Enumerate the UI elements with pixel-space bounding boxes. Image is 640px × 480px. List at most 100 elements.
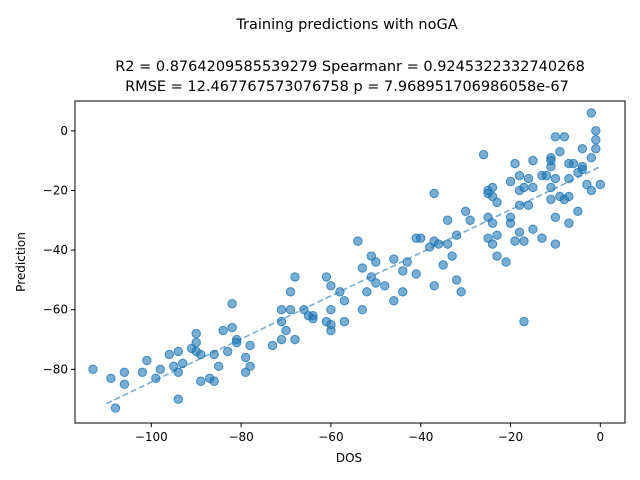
data-point bbox=[326, 281, 336, 291]
data-point bbox=[88, 364, 98, 375]
data-point bbox=[281, 325, 291, 336]
chart-subtitle-line1: R2 = 0.8764209585539279 Spearmanr = 0.92… bbox=[115, 59, 585, 75]
data-point bbox=[398, 287, 408, 297]
data-point bbox=[285, 287, 296, 297]
data-point bbox=[164, 349, 174, 360]
x-tick-label: 0 bbox=[596, 430, 604, 444]
x-tick-label: −20 bbox=[498, 430, 523, 444]
data-point bbox=[519, 236, 529, 246]
data-point bbox=[357, 305, 368, 315]
data-point bbox=[173, 394, 183, 404]
data-point bbox=[398, 266, 408, 276]
data-point bbox=[546, 194, 556, 205]
data-point bbox=[586, 185, 597, 196]
data-point bbox=[519, 316, 529, 327]
data-point bbox=[429, 281, 439, 291]
data-point bbox=[353, 236, 363, 246]
data-point bbox=[510, 236, 520, 246]
data-point bbox=[321, 272, 332, 282]
data-point bbox=[357, 263, 368, 273]
data-point bbox=[586, 152, 597, 163]
data-point bbox=[218, 325, 228, 336]
data-point bbox=[137, 367, 148, 378]
data-point bbox=[326, 305, 336, 315]
data-point bbox=[555, 146, 565, 157]
y-tick-label: 0 bbox=[60, 124, 68, 138]
data-point bbox=[541, 170, 552, 181]
data-point bbox=[514, 200, 525, 211]
data-point bbox=[501, 257, 511, 267]
data-point bbox=[227, 299, 237, 309]
data-point bbox=[173, 346, 183, 357]
x-tick-label: −60 bbox=[318, 430, 343, 444]
data-point bbox=[568, 158, 579, 169]
data-point bbox=[514, 227, 525, 237]
y-axis: −80 −60 −40 −20 0 bbox=[43, 124, 75, 376]
points-layer bbox=[88, 108, 606, 413]
data-point bbox=[564, 218, 574, 228]
data-point bbox=[335, 287, 345, 297]
data-point bbox=[240, 352, 251, 363]
data-point bbox=[326, 319, 336, 330]
data-point bbox=[371, 257, 381, 267]
x-tick-label: −100 bbox=[135, 430, 168, 444]
data-point bbox=[142, 355, 152, 366]
data-point bbox=[550, 212, 561, 222]
data-point bbox=[442, 239, 453, 249]
data-point bbox=[222, 346, 233, 357]
data-point bbox=[528, 224, 538, 234]
data-point bbox=[492, 197, 502, 208]
data-point bbox=[591, 126, 601, 136]
data-point bbox=[209, 376, 219, 386]
data-point bbox=[389, 254, 399, 264]
chart-subtitle-line2: RMSE = 12.467767573076758 p = 7.96895170… bbox=[125, 79, 569, 95]
data-point bbox=[433, 239, 444, 249]
data-point bbox=[510, 158, 520, 169]
data-point bbox=[591, 144, 601, 154]
data-point bbox=[505, 176, 516, 187]
y-axis-label: Prediction bbox=[14, 232, 28, 292]
data-point bbox=[447, 251, 457, 261]
data-point bbox=[523, 173, 534, 184]
data-point bbox=[591, 135, 601, 145]
data-point bbox=[290, 272, 300, 282]
y-tick-label: −60 bbox=[43, 303, 68, 317]
data-point bbox=[380, 281, 390, 291]
data-point bbox=[371, 278, 381, 288]
data-point bbox=[456, 287, 466, 297]
data-point bbox=[227, 322, 237, 333]
y-tick-label: −20 bbox=[43, 183, 68, 197]
data-point bbox=[514, 170, 525, 181]
data-point bbox=[460, 206, 471, 217]
data-point bbox=[196, 376, 206, 386]
data-point bbox=[442, 215, 453, 225]
y-tick-label: −40 bbox=[43, 243, 68, 257]
data-point bbox=[290, 334, 300, 345]
data-point bbox=[245, 361, 255, 372]
data-point bbox=[492, 251, 502, 261]
data-point bbox=[119, 379, 130, 389]
data-point bbox=[465, 215, 475, 225]
data-point bbox=[339, 316, 350, 327]
data-point bbox=[245, 340, 255, 351]
data-point bbox=[451, 275, 462, 285]
data-point bbox=[573, 206, 583, 217]
chart-title: Training predictions with noGA bbox=[235, 17, 457, 33]
data-point bbox=[191, 328, 201, 339]
data-point bbox=[478, 149, 489, 160]
data-point bbox=[285, 305, 296, 315]
data-point bbox=[339, 296, 350, 306]
data-point bbox=[519, 182, 529, 193]
data-point bbox=[546, 155, 556, 166]
data-point bbox=[577, 144, 588, 154]
trend-layer bbox=[106, 165, 601, 405]
data-point bbox=[564, 191, 574, 202]
data-point bbox=[595, 179, 606, 190]
data-point bbox=[429, 188, 439, 199]
data-point bbox=[487, 182, 498, 193]
data-point bbox=[528, 155, 538, 166]
data-point bbox=[110, 403, 121, 413]
data-point bbox=[362, 287, 372, 297]
